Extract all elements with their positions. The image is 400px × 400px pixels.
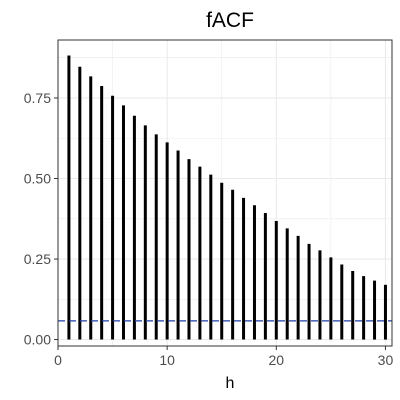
y-tick-label: 0.50 — [24, 171, 51, 187]
x-tick-label: 0 — [54, 352, 62, 368]
panel-border — [57, 39, 393, 347]
y-tick-label: 0.75 — [24, 90, 51, 106]
y-tick-label: 0.00 — [24, 332, 51, 348]
x-tick-label: 30 — [378, 352, 394, 368]
chart-title: fACF — [206, 9, 254, 32]
axis-ticks: 0 10 20 30 0.00 0.25 0.50 0.75 — [24, 90, 394, 368]
x-axis-label: h — [226, 375, 235, 392]
acf-bars — [67, 55, 387, 340]
x-tick-label: 10 — [159, 352, 175, 368]
y-tick-label: 0.25 — [24, 251, 51, 267]
x-tick-label: 20 — [269, 352, 285, 368]
